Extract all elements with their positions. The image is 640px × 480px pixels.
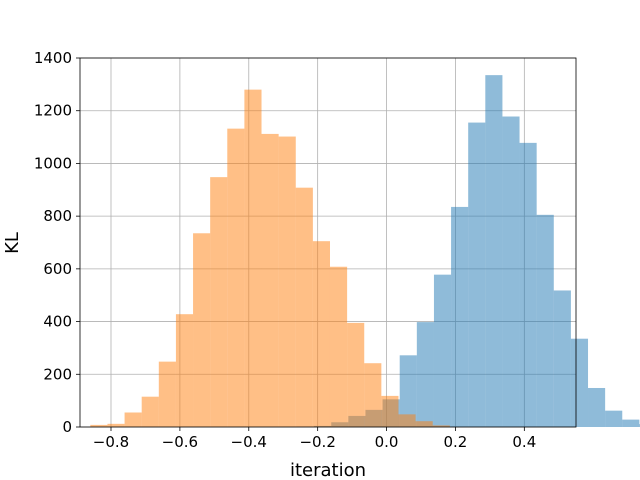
histogram-bar — [329, 266, 348, 427]
histogram-bar — [519, 142, 537, 427]
histogram-bar — [451, 206, 469, 427]
histogram-bars — [90, 75, 640, 428]
histogram-bar — [605, 410, 623, 427]
x-axis-label: iteration — [290, 460, 366, 480]
y-tick-label: 600 — [43, 260, 72, 278]
histogram-bar — [536, 214, 554, 427]
histogram-bar — [588, 387, 606, 427]
histogram-bar — [416, 322, 434, 427]
histogram-bar — [244, 89, 262, 427]
histogram-bar — [312, 241, 330, 427]
y-axis-ticks: 0 200 400 600 800 1000 1200 1400 — [34, 49, 80, 436]
x-tick-label: −0.2 — [299, 433, 335, 451]
y-axis-label: KL — [2, 232, 23, 254]
x-tick-label: −0.4 — [231, 433, 267, 451]
y-tick-label: 800 — [43, 207, 72, 225]
histogram-bar — [278, 136, 296, 427]
histogram-bar — [468, 122, 486, 427]
x-tick-label: 0.0 — [375, 433, 399, 451]
y-tick-label: 1400 — [34, 49, 72, 67]
plot-frame — [79, 57, 577, 428]
y-tick-label: 400 — [43, 313, 72, 331]
histogram-bar — [485, 75, 503, 427]
y-tick-label: 0 — [62, 418, 72, 436]
x-tick-label: 0.2 — [444, 433, 468, 451]
histogram-bar — [364, 363, 382, 427]
x-axis-ticks: −0.8 −0.6 −0.4 −0.2 0.0 0.2 0.4 — [93, 427, 536, 451]
histogram-bar — [261, 133, 279, 427]
histogram-bar — [347, 322, 365, 427]
x-tick-label: −0.6 — [162, 433, 198, 451]
histogram-bar — [398, 414, 416, 427]
histogram-bar — [399, 355, 417, 427]
y-tick-label: 200 — [43, 365, 72, 383]
histogram-bar — [175, 314, 194, 427]
histogram-bar — [107, 423, 125, 427]
histogram-bar — [193, 233, 211, 427]
y-tick-label: 1200 — [34, 102, 72, 120]
histogram-bar — [124, 412, 142, 427]
histogram-bar — [158, 361, 176, 427]
histogram-bar — [432, 425, 450, 427]
histogram-bar — [570, 338, 589, 427]
y-tick-label: 1000 — [34, 154, 72, 172]
series-1 — [297, 75, 640, 428]
histogram-bar — [295, 187, 313, 427]
histogram-bar — [553, 290, 571, 427]
histogram-bar — [210, 177, 228, 427]
histogram-bar — [622, 419, 640, 427]
histogram-bar — [227, 128, 245, 427]
histogram-bar — [433, 274, 452, 427]
series-2 — [90, 89, 450, 427]
histogram-bar — [502, 116, 520, 428]
x-tick-label: −0.8 — [93, 433, 129, 451]
histogram-bar — [415, 421, 433, 427]
histogram-bar — [381, 395, 399, 427]
histogram-bar — [90, 424, 108, 427]
histogram-bar — [141, 396, 159, 427]
x-tick-label: 0.4 — [512, 433, 536, 451]
